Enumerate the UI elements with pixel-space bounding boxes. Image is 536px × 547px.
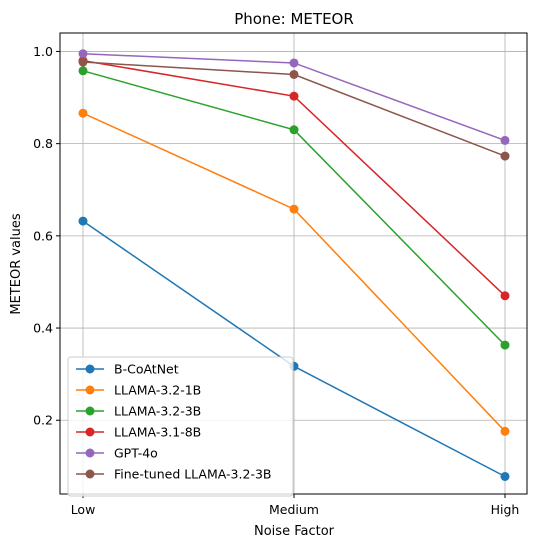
x-tick-label: Low [71,502,96,517]
data-point [500,135,510,145]
legend-item: B-CoAtNet [76,362,179,377]
axis-ticks: Low Medium High 0.2 0.4 0.6 0.8 1.0 [33,44,519,517]
legend-item: GPT-4o [76,446,158,461]
x-tick-label: High [491,502,520,517]
chart-title: Phone: METEOR [234,10,354,28]
data-point [500,340,510,350]
y-tick-label: 0.4 [33,321,53,336]
data-point [500,291,510,301]
series-5 [78,57,510,161]
legend-label: B-CoAtNet [114,362,179,377]
y-axis-label: METEOR values [9,213,24,314]
legend-box [67,356,294,497]
legend-item: LLAMA-3.2-3B [76,404,201,419]
legend-item: LLAMA-3.1-8B [76,425,201,440]
legend-marker [85,406,95,416]
legend-marker [85,385,95,395]
data-point [289,91,299,101]
data-point [78,216,88,226]
data-point [289,125,299,135]
legend-label: LLAMA-3.2-1B [114,383,201,398]
data-point [78,108,88,118]
data-point [500,426,510,436]
data-point [500,151,510,161]
data-point [289,58,299,68]
legend-item: Fine-tuned LLAMA-3.2-3B [76,467,271,482]
data-point [78,66,88,76]
data-point [289,204,299,214]
series-2 [78,66,510,350]
legend-label: LLAMA-3.2-3B [114,404,201,419]
data-point [500,471,510,481]
y-tick-label: 0.2 [33,413,53,428]
legend-label: LLAMA-3.1-8B [114,425,201,440]
series-1 [78,108,510,436]
y-tick-label: 1.0 [33,44,53,59]
y-tick-label: 0.6 [33,228,53,243]
data-point [78,49,88,59]
legend: B-CoAtNet LLAMA-3.2-1B LLAMA-3.2-3B LLAMA-3… [67,356,294,497]
data-point [289,69,299,79]
y-tick-label: 0.8 [33,136,53,151]
legend-item: LLAMA-3.2-1B [76,383,201,398]
series-4 [78,49,510,145]
legend-marker [85,427,95,437]
plot-frame [59,32,528,495]
legend-marker [85,469,95,479]
x-tick-label: Medium [269,502,319,517]
x-axis-label: Noise Factor [254,524,335,539]
legend-label: Fine-tuned LLAMA-3.2-3B [114,467,271,482]
legend-label: GPT-4o [114,446,158,461]
series-group [78,49,510,481]
legend-marker [85,364,95,374]
legend-marker [85,448,95,458]
data-point [78,57,88,67]
